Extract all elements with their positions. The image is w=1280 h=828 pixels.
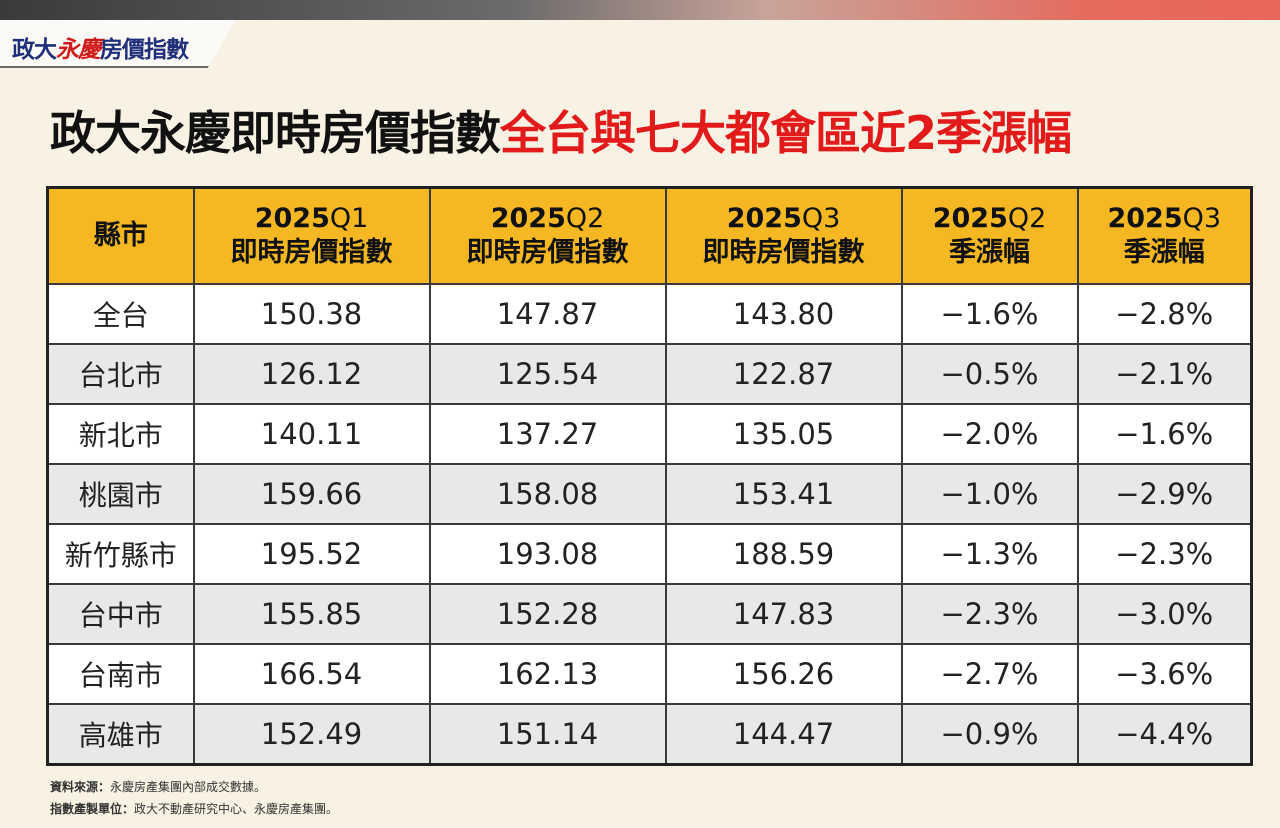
city-cell: 台中市 [46,583,195,645]
value-cell: −4.4% [1076,703,1253,766]
value-cell: −3.6% [1076,643,1253,705]
value-cell: 135.05 [664,403,903,465]
value-cell: 152.28 [428,583,667,645]
city-cell: 新北市 [46,403,195,465]
city-cell: 高雄市 [46,703,195,766]
title-highlight: 全台與七大都會區近2季漲幅 [500,106,1072,160]
value-cell: 156.26 [664,643,903,705]
value-cell: 195.52 [192,523,431,585]
table-row: 台北市 126.12 125.54 122.87 −0.5% −2.1% [46,343,1253,405]
table-row: 桃園市 159.66 158.08 153.41 −1.0% −2.9% [46,463,1253,525]
footer-maker: 指數產製單位：政大不動產研究中心、永慶房產集團。 [50,802,339,816]
value-cell: −0.5% [900,343,1079,405]
value-cell: 144.47 [664,703,903,766]
table-row: 全台 150.38 147.87 143.80 −1.6% −2.8% [46,283,1253,345]
value-cell: −1.6% [900,283,1079,345]
value-cell: −2.0% [900,403,1079,465]
price-index-table: 縣市 2025Q1 即時房價指數 2025Q2 即時房價指數 2025Q3 即時房價指… [46,186,1253,766]
value-cell: 152.49 [192,703,431,766]
value-cell: 166.54 [192,643,431,705]
value-cell: 159.66 [192,463,431,525]
city-cell: 台南市 [46,643,195,705]
value-cell: −1.0% [900,463,1079,525]
table-row: 高雄市 152.49 151.14 144.47 −0.9% −4.4% [46,703,1253,766]
table-header-row: 縣市 2025Q1 即時房價指數 2025Q2 即時房價指數 2025Q3 即時房價指… [46,186,1253,285]
brand-logo: 政大永慶房價指數 [12,37,189,63]
value-cell: 147.83 [664,583,903,645]
value-cell: 193.08 [428,523,667,585]
value-cell: −1.6% [1076,403,1253,465]
page-title: 政大永慶即時房價指數全台與七大都會區近2季漲幅 [50,104,1250,162]
value-cell: 188.59 [664,523,903,585]
city-cell: 全台 [46,283,195,345]
header-col: 2025Q1 即時房價指數 [192,186,431,285]
value-cell: 162.13 [428,643,667,705]
value-cell: −2.8% [1076,283,1253,345]
value-cell: −2.1% [1076,343,1253,405]
header-col: 2025Q2 即時房價指數 [428,186,667,285]
value-cell: 155.85 [192,583,431,645]
value-cell: 143.80 [664,283,903,345]
city-cell: 台北市 [46,343,195,405]
value-cell: −1.3% [900,523,1079,585]
header-col: 2025Q3 季漲幅 [1076,186,1253,285]
table-row: 新北市 140.11 137.27 135.05 −2.0% −1.6% [46,403,1253,465]
value-cell: 147.87 [428,283,667,345]
value-cell: 153.41 [664,463,903,525]
header-col: 2025Q2 季漲幅 [900,186,1079,285]
header-col: 2025Q3 即時房價指數 [664,186,903,285]
value-cell: −2.9% [1076,463,1253,525]
value-cell: 140.11 [192,403,431,465]
value-cell: −2.3% [900,583,1079,645]
footer-source: 資料來源：永慶房產集團內部成交數據。 [50,780,267,794]
city-cell: 新竹縣市 [46,523,195,585]
value-cell: 150.38 [192,283,431,345]
value-cell: −2.7% [900,643,1079,705]
value-cell: 137.27 [428,403,667,465]
city-cell: 桃園市 [46,463,195,525]
top-banner-strip [0,0,1280,20]
table-row: 台南市 166.54 162.13 156.26 −2.7% −3.6% [46,643,1253,705]
value-cell: 125.54 [428,343,667,405]
title-main: 政大永慶即時房價指數 [50,106,501,160]
logo-tab [0,20,236,68]
table-row: 新竹縣市 195.52 193.08 188.59 −1.3% −2.3% [46,523,1253,585]
value-cell: 126.12 [192,343,431,405]
value-cell: −2.3% [1076,523,1253,585]
value-cell: −0.9% [900,703,1079,766]
table-row: 台中市 155.85 152.28 147.83 −2.3% −3.0% [46,583,1253,645]
header-city: 縣市 [46,186,195,285]
value-cell: −3.0% [1076,583,1253,645]
value-cell: 158.08 [428,463,667,525]
value-cell: 151.14 [428,703,667,766]
value-cell: 122.87 [664,343,903,405]
